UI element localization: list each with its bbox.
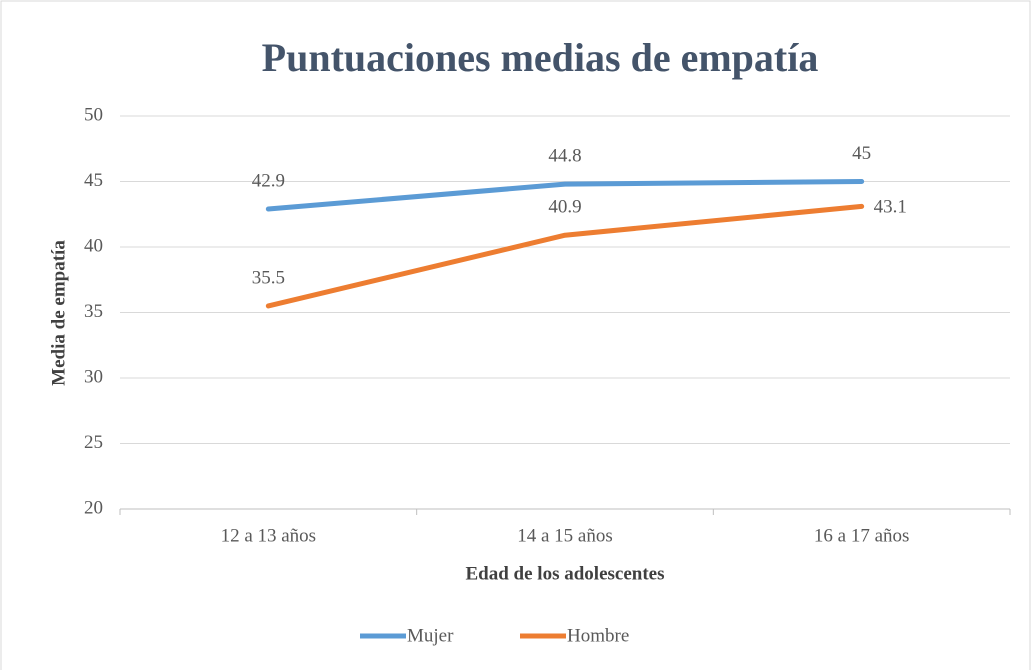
y-tick-label: 25 bbox=[84, 432, 103, 453]
y-tick-label: 20 bbox=[84, 497, 103, 518]
data-label: 43.1 bbox=[874, 197, 907, 218]
legend-label: Hombre bbox=[567, 625, 629, 646]
chart-title: Puntuaciones medias de empatía bbox=[262, 35, 819, 80]
data-label: 44.8 bbox=[548, 145, 581, 166]
x-tick-label: 12 a 13 años bbox=[221, 525, 317, 546]
y-tick-label: 50 bbox=[84, 104, 103, 125]
line-series bbox=[265, 203, 865, 309]
x-tick-label: 14 a 15 años bbox=[517, 525, 613, 546]
line-series bbox=[265, 179, 865, 212]
data-label: 40.9 bbox=[548, 197, 581, 218]
y-tick-label: 35 bbox=[84, 301, 103, 322]
y-axis-title: Media de empatía bbox=[48, 240, 69, 386]
y-tick-label: 40 bbox=[84, 235, 103, 256]
x-tick-label: 16 a 17 años bbox=[814, 525, 910, 546]
data-label: 42.9 bbox=[252, 170, 285, 191]
data-label: 45 bbox=[852, 143, 871, 164]
legend-label: Mujer bbox=[407, 625, 454, 646]
data-label: 35.5 bbox=[252, 267, 285, 288]
y-tick-label: 45 bbox=[84, 170, 103, 191]
x-axis-title: Edad de los adolescentes bbox=[466, 563, 665, 584]
y-tick-label: 30 bbox=[84, 366, 103, 387]
